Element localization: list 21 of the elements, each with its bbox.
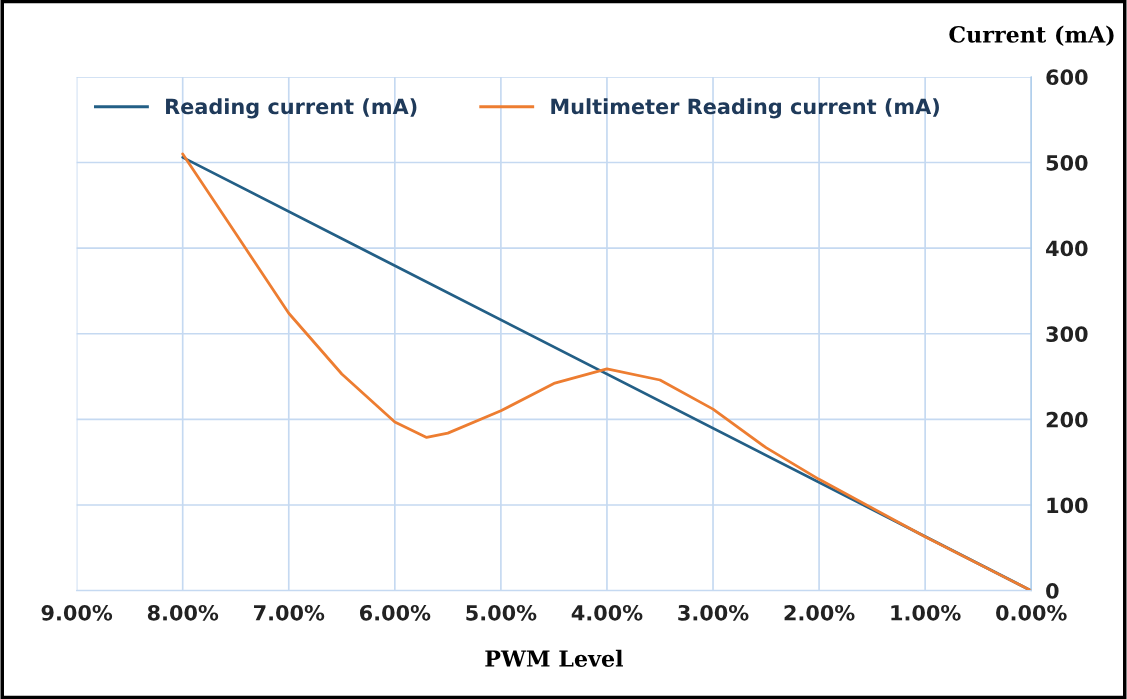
x-tick-label: 8.00% — [147, 604, 219, 621]
x-tick-label: 5.00% — [466, 604, 537, 621]
y-tick-label: 0 — [1046, 583, 1059, 599]
x-axis-title: PWM Level — [485, 649, 623, 667]
x-tick-label: 1.00% — [891, 604, 961, 621]
y-axis-title: Current (mA) — [949, 25, 1114, 46]
x-tick-label: 4.00% — [571, 604, 643, 621]
x-tick-label: 6.00% — [359, 604, 431, 621]
x-tick-label: 7.00% — [254, 604, 325, 621]
y-tick-label: 300 — [1046, 326, 1088, 342]
x-tick-label: 9.00% — [41, 604, 113, 621]
legend-label: Multimeter Reading current (mA) — [551, 98, 939, 119]
x-tick-label: 2.00% — [784, 604, 855, 621]
y-tick-label: 200 — [1046, 411, 1088, 428]
y-tick-label: 400 — [1046, 240, 1088, 257]
x-tick-label: 3.00% — [678, 604, 749, 621]
y-tick-label: 600 — [1046, 69, 1088, 86]
y-tick-label: 500 — [1046, 154, 1088, 171]
x-tick-label: 0.00% — [996, 604, 1067, 621]
legend-label: Reading current (mA) — [166, 98, 417, 119]
y-tick-label: 100 — [1047, 497, 1088, 514]
